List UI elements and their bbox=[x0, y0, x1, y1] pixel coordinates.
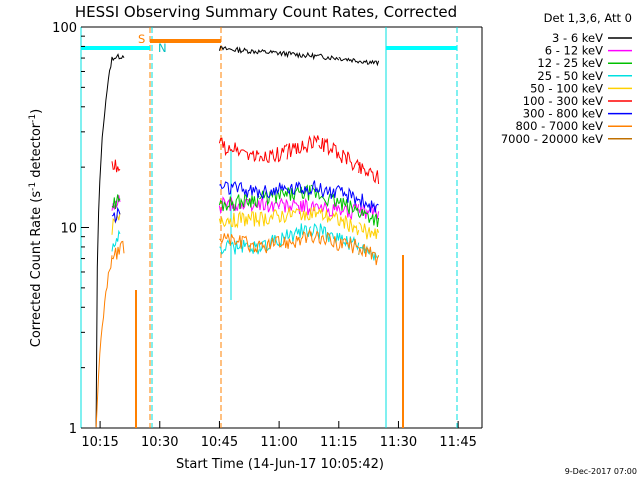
legend-label: 3 - 6 keV bbox=[552, 31, 603, 45]
y-tick-label: 10 bbox=[60, 222, 77, 237]
night-flag-label: N bbox=[158, 41, 167, 55]
x-tick-label: 10:15 bbox=[81, 435, 118, 450]
sun-flag-label: S bbox=[138, 32, 145, 46]
x-tick-label: 11:30 bbox=[380, 435, 417, 450]
series-line bbox=[95, 228, 380, 428]
legend-header: Det 1,3,6, Att 0 bbox=[544, 11, 632, 25]
x-tick-label: 11:00 bbox=[260, 435, 297, 450]
footer-timestamp: 9-Dec-2017 07:00 bbox=[565, 467, 637, 476]
legend-label: 50 - 100 keV bbox=[530, 81, 603, 95]
x-tick-label: 11:15 bbox=[320, 435, 357, 450]
y-tick-label: 1 bbox=[69, 422, 77, 437]
legend-label: 800 - 7000 keV bbox=[515, 119, 603, 133]
series-line bbox=[111, 180, 379, 224]
x-tick-label: 11:45 bbox=[439, 435, 476, 450]
series-line bbox=[111, 134, 380, 185]
x-tick-label: 10:30 bbox=[141, 435, 178, 450]
time-markers bbox=[80, 27, 458, 428]
status-bars: S N bbox=[81, 32, 457, 55]
series-lines bbox=[95, 46, 380, 428]
plot-area: S N bbox=[80, 26, 483, 429]
series-line bbox=[95, 46, 380, 427]
chart-title: HESSI Observing Summary Count Rates, Cor… bbox=[75, 3, 457, 21]
series-line bbox=[111, 184, 380, 227]
legend-label: 300 - 800 keV bbox=[523, 107, 603, 121]
legend-label: 100 - 300 keV bbox=[523, 94, 603, 108]
legend-label: 7000 - 20000 keV bbox=[501, 132, 603, 146]
y-axis-ticks: 1 10 100 bbox=[52, 21, 89, 437]
x-axis-label: Start Time (14-Jun-17 10:05:42) bbox=[176, 457, 384, 472]
y-axis-label: Corrected Count Rate (s-1 detector-1) bbox=[28, 109, 44, 347]
legend-label: 12 - 25 keV bbox=[537, 56, 603, 70]
y-tick-label: 100 bbox=[52, 21, 77, 36]
legend-label: 6 - 12 keV bbox=[545, 44, 603, 58]
legend-label: 25 - 50 keV bbox=[537, 69, 603, 83]
x-tick-label: 10:45 bbox=[201, 435, 238, 450]
x-axis-ticks: 10:15 10:30 10:45 11:00 11:15 11:30 11:45 bbox=[81, 421, 477, 450]
